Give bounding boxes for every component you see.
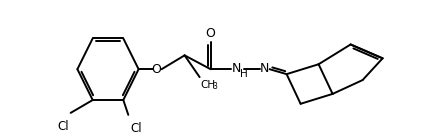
Text: O: O: [151, 63, 161, 76]
Text: Cl: Cl: [57, 120, 69, 133]
Text: Cl: Cl: [130, 122, 142, 135]
Text: H: H: [240, 69, 247, 79]
Text: 3: 3: [213, 82, 217, 91]
Text: N: N: [232, 62, 241, 75]
Text: N: N: [260, 62, 269, 75]
Text: O: O: [206, 27, 216, 40]
Text: CH: CH: [201, 80, 216, 90]
